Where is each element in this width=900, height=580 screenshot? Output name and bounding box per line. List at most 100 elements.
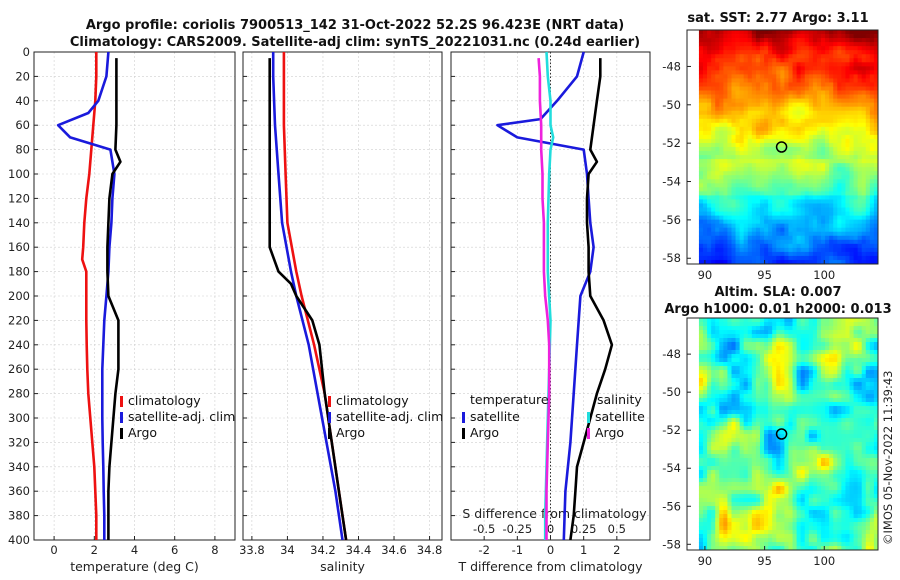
map-cell bbox=[804, 251, 810, 257]
map-cell bbox=[727, 82, 732, 87]
map-cell bbox=[768, 235, 773, 241]
map-cell bbox=[808, 346, 814, 351]
map-cell bbox=[731, 34, 736, 39]
map-cell bbox=[772, 219, 777, 225]
map-cell bbox=[711, 546, 716, 551]
map-cell bbox=[784, 542, 789, 547]
map-cell bbox=[780, 390, 785, 395]
map-cell bbox=[698, 454, 704, 459]
map-cell bbox=[816, 243, 822, 249]
map-cell bbox=[735, 98, 741, 104]
map-cell bbox=[861, 211, 867, 216]
map-cell bbox=[833, 338, 838, 343]
map-cell bbox=[755, 490, 761, 495]
map-cell bbox=[861, 163, 867, 168]
map-cell bbox=[715, 179, 720, 184]
map-cell bbox=[869, 203, 875, 208]
map-cell bbox=[780, 106, 785, 112]
map-cell bbox=[800, 382, 806, 387]
map-cell bbox=[735, 34, 741, 39]
map-cell bbox=[776, 223, 781, 229]
map-cell bbox=[788, 179, 793, 184]
map-cell bbox=[776, 259, 781, 265]
map-cell bbox=[784, 98, 789, 104]
map-cell bbox=[865, 102, 871, 108]
map-cell bbox=[764, 522, 769, 527]
map-cell bbox=[861, 239, 867, 245]
map-cell bbox=[780, 370, 785, 375]
map-cell bbox=[804, 122, 810, 128]
map-cell bbox=[816, 462, 822, 467]
map-cell bbox=[784, 251, 789, 257]
map-cell bbox=[739, 126, 745, 132]
map-cell bbox=[792, 34, 798, 39]
satellite-salinity-line bbox=[271, 52, 344, 541]
temperature-legend-label: Argo bbox=[128, 425, 157, 440]
map-cell bbox=[703, 442, 708, 447]
map-cell bbox=[723, 175, 728, 180]
t-satellite-diff-line bbox=[496, 51, 595, 541]
map-cell bbox=[825, 38, 830, 43]
map-cell bbox=[849, 126, 854, 132]
map-cell bbox=[727, 526, 732, 531]
map-cell bbox=[723, 498, 728, 503]
map-cell bbox=[759, 147, 765, 152]
map-cell bbox=[784, 462, 789, 467]
map-cell bbox=[845, 546, 850, 551]
map-cell bbox=[739, 78, 745, 83]
map-cell bbox=[784, 406, 789, 411]
map-cell bbox=[751, 390, 757, 395]
map-cell bbox=[829, 394, 834, 399]
map-cell bbox=[707, 138, 712, 144]
map-cell bbox=[723, 418, 728, 423]
map-cell bbox=[869, 243, 875, 249]
map-cell bbox=[731, 482, 736, 487]
map-cell bbox=[873, 50, 879, 55]
map-cell bbox=[739, 62, 745, 67]
map-cell bbox=[833, 542, 838, 547]
map-cell bbox=[698, 203, 704, 208]
map-cell bbox=[759, 74, 765, 79]
map-cell bbox=[841, 122, 846, 128]
map-cell bbox=[751, 179, 757, 184]
map-cell bbox=[861, 159, 867, 164]
map-cell bbox=[768, 110, 773, 116]
map-cell bbox=[703, 494, 708, 499]
map-cell bbox=[796, 223, 802, 229]
map-cell bbox=[727, 538, 732, 543]
map-cell bbox=[796, 478, 802, 483]
map-cell bbox=[727, 54, 732, 59]
map-cell bbox=[808, 110, 814, 116]
map-cell bbox=[788, 114, 793, 120]
map-cell bbox=[759, 370, 765, 375]
map-cell bbox=[747, 370, 753, 375]
map-cell bbox=[727, 159, 732, 164]
map-cell bbox=[849, 354, 854, 359]
sla-map: 90 95 100-48-50-52-54-56-58 bbox=[662, 317, 879, 568]
map-cell bbox=[768, 223, 773, 229]
map-cell bbox=[825, 470, 830, 475]
map-cell bbox=[739, 390, 745, 395]
map-cell bbox=[841, 207, 846, 212]
map-cell bbox=[743, 239, 749, 245]
map-cell bbox=[764, 247, 769, 253]
map-cell bbox=[739, 522, 745, 527]
map-cell bbox=[759, 514, 765, 519]
map-cell bbox=[841, 374, 846, 379]
map-cell bbox=[703, 498, 708, 503]
map-cell bbox=[788, 155, 793, 160]
map-cell bbox=[735, 211, 741, 216]
map-cell bbox=[808, 159, 814, 164]
map-cell bbox=[759, 346, 765, 351]
map-cell bbox=[873, 259, 879, 265]
map-cell bbox=[804, 450, 810, 455]
map-cell bbox=[845, 318, 850, 323]
map-cell bbox=[735, 474, 741, 479]
map-cell bbox=[768, 66, 773, 71]
map-cell bbox=[780, 462, 785, 467]
map-cell bbox=[792, 54, 798, 59]
map-cell bbox=[735, 342, 741, 347]
map-cell bbox=[703, 179, 708, 184]
map-cell bbox=[747, 199, 753, 204]
map-cell bbox=[759, 482, 765, 487]
